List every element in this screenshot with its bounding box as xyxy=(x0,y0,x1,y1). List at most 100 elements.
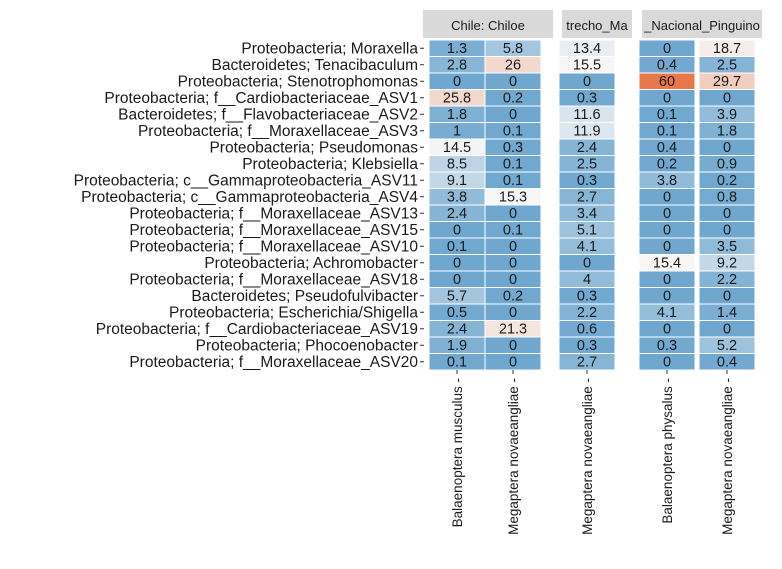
cell-value-label: 9.1 xyxy=(447,173,467,189)
row-label: Proteobacteria; Moraxella xyxy=(241,41,418,58)
cell-value-label: 0 xyxy=(723,223,731,239)
column-labels: Balaenoptera musculus - Megaptera novaean… xyxy=(450,370,735,535)
cell-value-label: 1 xyxy=(453,124,461,140)
cell-value-label: 2.5 xyxy=(717,58,737,74)
cell-value-label: 0.3 xyxy=(657,338,677,354)
cell-value-label: 0.1 xyxy=(503,157,523,173)
cell-value-label: 0 xyxy=(723,289,731,305)
row-label: Proteobacteria; Phocoenobacter xyxy=(196,338,418,355)
cell-value-label: 3.8 xyxy=(657,173,677,189)
row-label: Bacteroidetes; Pseudofulvibacter xyxy=(191,288,418,305)
cell-value-label: 0 xyxy=(509,239,517,255)
row-label: Proteobacteria; c__Gammaproteobacteria_A… xyxy=(74,173,418,190)
cell-value-label: 0 xyxy=(509,272,517,288)
cell-value-label: 11.9 xyxy=(573,124,600,140)
cell-value-label: 29.7 xyxy=(713,74,741,90)
facet-strip xyxy=(642,10,762,38)
cell-value-label: 0.1 xyxy=(447,239,467,255)
cell-value-label: 0.4 xyxy=(717,355,737,371)
cell-value-label: 3.8 xyxy=(447,190,467,206)
column-label: Megaptera novaeangliae - xyxy=(506,378,521,535)
cell-value-label: 0 xyxy=(453,256,461,272)
cell-value-label: 21.3 xyxy=(499,322,527,338)
cell-value-label: 4.1 xyxy=(657,305,677,321)
cell-value-label: 0.3 xyxy=(577,338,597,354)
cell-value-label: 0.5 xyxy=(447,305,467,321)
row-label: Proteobacteria; Achromobacter xyxy=(204,255,418,272)
cell-value-label: 13.4 xyxy=(573,41,601,57)
cell-value-label: 0 xyxy=(509,305,517,321)
cell-value-label: 0 xyxy=(509,206,517,222)
row-label: Proteobacteria; c__Gammaproteobacteria_A… xyxy=(81,189,418,206)
cell-value-label: 14.5 xyxy=(443,140,471,156)
cell-value-label: 0.1 xyxy=(503,124,523,140)
cell-value-label: 5.1 xyxy=(577,223,597,239)
cell-value-label: 1.4 xyxy=(717,305,737,321)
cell-value-label: 2.4 xyxy=(447,206,467,222)
cell-value-label: 2.8 xyxy=(447,58,467,74)
cell-value-label: 3.5 xyxy=(717,239,737,255)
cell-value-label: 4.1 xyxy=(577,239,597,255)
row-label: Proteobacteria; f__Moraxellaceae_ASV15 xyxy=(129,222,418,239)
row-label: Proteobacteria; Stenotrophomonas xyxy=(178,74,419,91)
cell-value-label: 0 xyxy=(723,322,731,338)
cell-value-label: 0.2 xyxy=(717,173,737,189)
row-label: Proteobacteria; f__Moraxellaceae_ASV18 xyxy=(129,272,418,289)
cell-value-label: 0.1 xyxy=(657,107,677,123)
cell-value-label: 0.4 xyxy=(657,58,677,74)
facet-strip-label: _Nacional_Pinguino xyxy=(643,18,760,33)
cell-value-label: 0.3 xyxy=(503,140,523,156)
cell-value-label: 1.9 xyxy=(447,338,467,354)
cell-value-label: 5.2 xyxy=(717,338,737,354)
cell-value-label: 0 xyxy=(663,206,671,222)
cell-value-label: 1.8 xyxy=(447,107,467,123)
cell-value-label: 5.7 xyxy=(447,289,467,305)
cell-value-label: 0 xyxy=(723,91,731,107)
row-label: Proteobacteria; Escherichia/Shigella xyxy=(169,305,418,322)
cell-value-label: 0 xyxy=(509,107,517,123)
cell-value-label: 15.5 xyxy=(573,58,601,74)
row-label: Proteobacteria; f__Moraxellaceae_ASV20 xyxy=(129,354,418,371)
cell-value-label: 2.2 xyxy=(577,305,597,321)
row-label: Proteobacteria; f__Moraxellaceae_ASV13 xyxy=(129,206,418,223)
column-label: Megaptera novaeangliae - xyxy=(720,378,735,535)
cell-value-label: 0.1 xyxy=(657,124,677,140)
cell-value-label: 2.5 xyxy=(577,157,597,173)
facet-strip-label: trecho_Ma xyxy=(566,18,628,33)
cell-value-label: 0 xyxy=(663,41,671,57)
cell-value-label: 0.6 xyxy=(577,322,597,338)
row-label: Bacteroidetes; f__Flavobacteriaceae_ASV2 xyxy=(118,107,418,124)
cell-value-label: 0 xyxy=(663,322,671,338)
cell-value-label: 0 xyxy=(509,338,517,354)
cell-value-label: 0 xyxy=(453,74,461,90)
cell-value-label: 0 xyxy=(583,256,591,272)
cell-value-label: 0 xyxy=(453,223,461,239)
cell-value-label: 0 xyxy=(663,355,671,371)
facet-strip xyxy=(562,10,632,38)
row-label: Proteobacteria; f__Moraxellaceae_ASV10 xyxy=(129,239,418,256)
cell-value-label: 8.5 xyxy=(447,157,467,173)
cell-value-label: 1.3 xyxy=(447,41,467,57)
column-label: Balaenoptera musculus - xyxy=(450,378,465,527)
cell-value-label: 0.2 xyxy=(503,289,523,305)
cell-value-label: 9.2 xyxy=(717,256,737,272)
cell-value-label: 0 xyxy=(723,140,731,156)
cell-value-label: 15.3 xyxy=(499,190,527,206)
cell-value-label: 3.9 xyxy=(717,107,737,123)
cell-value-label: 0 xyxy=(663,91,671,107)
facet-strips: Chile: Chiloe trecho_Ma _Nacional_Pinguino xyxy=(423,10,762,38)
cell-value-label: 0 xyxy=(663,239,671,255)
facet-strip xyxy=(423,10,553,38)
cell-value-label: 0.1 xyxy=(503,223,523,239)
cell-value-label: 0 xyxy=(663,223,671,239)
cell-value-label: 2.4 xyxy=(447,322,467,338)
row-labels: Proteobacteria; MoraxellaBacteroidetes; … xyxy=(74,41,424,371)
cell-value-label: 0.1 xyxy=(447,355,467,371)
cell-value-label: 0.9 xyxy=(717,157,737,173)
cell-value-label: 18.7 xyxy=(713,41,741,57)
cell-value-label: 4 xyxy=(583,272,591,288)
cell-value-label: 0 xyxy=(509,74,517,90)
column-label: Megaptera novaeangliae - xyxy=(580,378,595,535)
row-label: Bacteroidetes; Tenacibaculum xyxy=(211,57,418,74)
